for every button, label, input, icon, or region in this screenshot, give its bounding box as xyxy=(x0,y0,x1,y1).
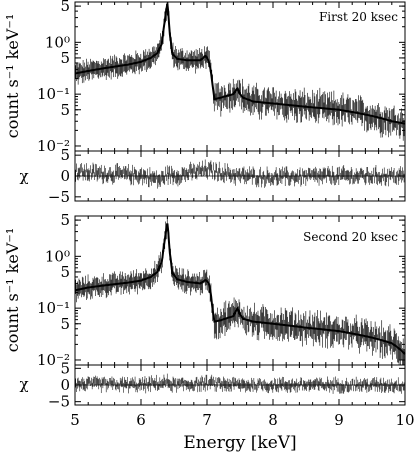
y-tick-label: 10⁻¹ xyxy=(37,85,70,103)
x-tick-label: 8 xyxy=(268,411,278,429)
x-tick-label: 9 xyxy=(334,411,344,429)
y-tick-label: 10⁻² xyxy=(37,137,70,155)
y-tick-label: 10⁰ xyxy=(45,33,70,51)
y-tick-label: 0 xyxy=(60,376,70,394)
y-tick-label: 5 xyxy=(60,0,70,15)
x-tick-label: 6 xyxy=(136,411,146,429)
panel-1-ylabel: count s⁻¹ keV⁻¹ xyxy=(3,14,22,138)
y-tick-label: 5 xyxy=(60,263,70,281)
x-tick-label: 5 xyxy=(70,411,80,429)
panel-2-annotation: Second 20 ksec xyxy=(303,230,398,244)
y-tick-label: 5 xyxy=(60,49,70,67)
y-tick-label: 10⁰ xyxy=(45,247,70,265)
model-line xyxy=(74,223,406,355)
y-tick-label: 5 xyxy=(60,211,70,229)
y-tick-label: 5 xyxy=(60,359,70,377)
panel-1-residual-ylabel: χ xyxy=(19,167,28,185)
y-tick-label: −5 xyxy=(48,393,70,411)
y-tick-label: 5 xyxy=(60,315,70,333)
panel-2-ylabel: count s⁻¹ keV⁻¹ xyxy=(3,228,22,352)
x-axis-title: Energy [keV] xyxy=(183,433,296,453)
model-line xyxy=(74,3,406,125)
y-tick-label: 5 xyxy=(60,146,70,164)
y-tick-label: −5 xyxy=(48,188,70,206)
panel-1-annotation: First 20 ksec xyxy=(319,10,398,24)
y-tick-label: 5 xyxy=(60,101,70,119)
y-tick-label: 10⁻¹ xyxy=(37,299,70,317)
y-tick-label: 0 xyxy=(60,167,70,185)
y-tick-label: 10⁻² xyxy=(37,351,70,369)
x-tick-label: 7 xyxy=(202,411,212,429)
panel-2-residual-ylabel: χ xyxy=(19,375,28,393)
panel-1-spectrum-frame xyxy=(74,1,406,152)
x-tick-label: 10 xyxy=(395,411,414,429)
